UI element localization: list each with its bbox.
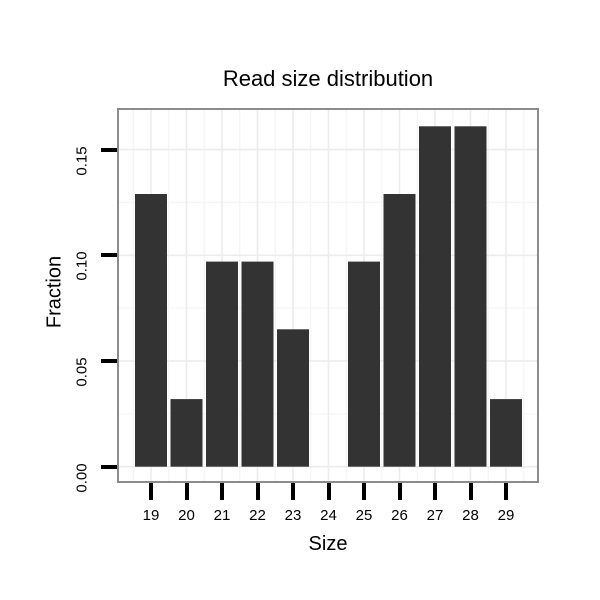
bar: [454, 126, 487, 467]
y-tick-label: 0.15: [73, 145, 91, 176]
y-tick-label: 0.00: [73, 463, 91, 493]
x-tick-label: 28: [462, 507, 479, 524]
x-axis-tick: [362, 483, 366, 500]
x-axis-title: Size: [308, 533, 348, 555]
plot-area: [119, 110, 537, 481]
x-tick-label: 26: [391, 507, 408, 524]
y-axis-tick: [101, 464, 117, 469]
bar: [241, 261, 274, 467]
x-tick-label: 23: [284, 507, 302, 524]
x-tick-label: 27: [426, 507, 444, 524]
x-axis-tick: [220, 483, 224, 500]
bar: [490, 399, 522, 467]
y-axis-title: Fraction: [43, 255, 66, 329]
y-axis-tick: [101, 359, 117, 363]
x-tick-label: 20: [178, 507, 195, 524]
x-axis-tick: [326, 483, 331, 500]
x-axis-tick: [468, 483, 473, 500]
bar: [135, 194, 167, 467]
x-tick-label: 25: [355, 507, 373, 524]
bar: [348, 261, 380, 467]
x-axis-tick: [184, 483, 189, 500]
x-tick-label: 21: [213, 507, 231, 524]
bar: [383, 194, 416, 467]
x-tick-label: 24: [320, 507, 337, 524]
y-tick-label: 0.10: [73, 251, 91, 281]
x-tick-label: 22: [249, 507, 266, 524]
y-axis-tick: [101, 147, 117, 152]
x-axis-tick: [433, 483, 437, 500]
bar: [419, 126, 451, 467]
bar: [170, 399, 203, 467]
chart-title: Read size distribution: [222, 66, 434, 91]
x-axis-tick: [255, 483, 260, 500]
x-tick-label: 19: [142, 507, 160, 524]
y-axis-tick: [101, 253, 117, 258]
x-tick-label: 29: [497, 507, 515, 524]
x-axis-tick: [504, 483, 508, 500]
y-tick-label: 0.05: [73, 357, 91, 387]
x-axis-tick: [149, 483, 153, 500]
x-axis-tick: [291, 483, 295, 500]
bar: [277, 329, 309, 467]
bar: [206, 261, 238, 467]
plot-panel: [117, 108, 539, 483]
x-axis-tick: [397, 483, 402, 500]
